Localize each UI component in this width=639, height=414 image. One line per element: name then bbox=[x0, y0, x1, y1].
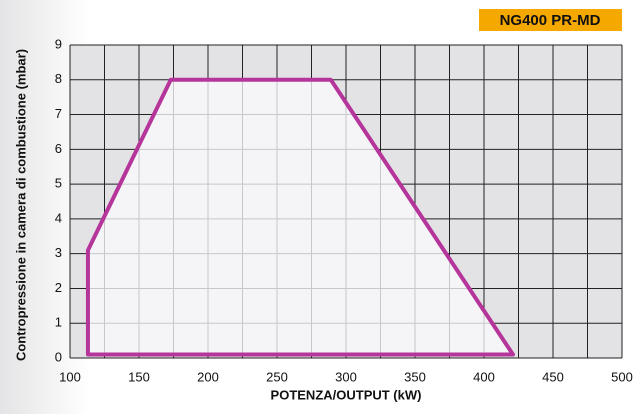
chart-title: NG400 PR-MD bbox=[500, 12, 601, 29]
grid-inside bbox=[87, 79, 513, 355]
y-axis-label: Contropressione in camera di combustione… bbox=[13, 49, 28, 361]
working-field-fill bbox=[87, 79, 513, 355]
x-tick-label: 500 bbox=[611, 369, 633, 384]
x-axis-label: POTENZA/OUTPUT (kW) bbox=[271, 387, 422, 402]
y-tick-label: 3 bbox=[55, 245, 62, 260]
y-tick-label: 6 bbox=[55, 141, 62, 156]
y-tick-label: 4 bbox=[55, 210, 62, 225]
x-tick-label: 400 bbox=[473, 369, 495, 384]
y-tick-label: 1 bbox=[55, 315, 62, 330]
x-tick-label: 100 bbox=[59, 369, 81, 384]
y-tick-label: 2 bbox=[55, 280, 62, 295]
y-tick-label: 8 bbox=[55, 71, 62, 86]
x-tick-label: 350 bbox=[404, 369, 426, 384]
working-field-outline bbox=[85, 77, 515, 357]
x-tick-label: 300 bbox=[335, 369, 357, 384]
x-tick-label: 450 bbox=[542, 369, 564, 384]
y-tick-label: 0 bbox=[55, 349, 62, 364]
title-badge bbox=[479, 9, 622, 31]
x-tick-label: 250 bbox=[266, 369, 288, 384]
x-tick-label: 150 bbox=[128, 369, 150, 384]
marks bbox=[85, 77, 515, 357]
y-tick-label: 7 bbox=[55, 106, 62, 121]
y-tick-label: 5 bbox=[55, 176, 62, 191]
y-tick-label: 9 bbox=[55, 36, 62, 51]
x-tick-label: 200 bbox=[197, 369, 219, 384]
